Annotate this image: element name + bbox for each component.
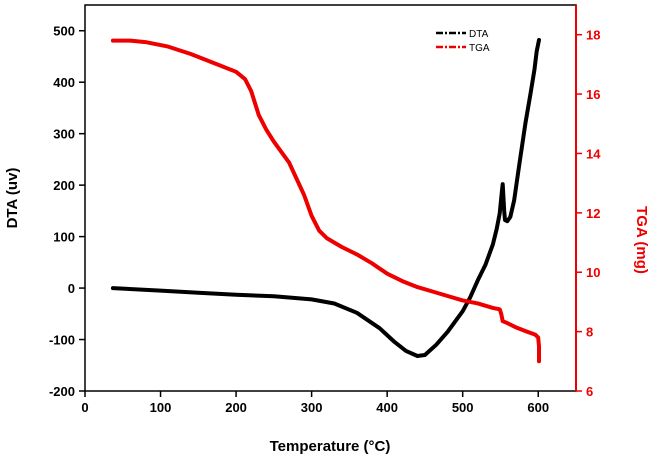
left-tick-label-200: 200	[53, 178, 75, 193]
left-tick-label-500: 500	[53, 24, 75, 39]
legend-dta-label: DTA	[469, 29, 489, 40]
left-axis-ticks: -200 -100 0 100 200 300 400 500	[49, 24, 85, 399]
series-lines	[110, 38, 541, 364]
tga-series-line	[110, 38, 541, 364]
right-tick-label-8: 8	[586, 325, 593, 340]
right-tick-label-6: 6	[586, 384, 593, 399]
left-tick-label-300: 300	[53, 127, 75, 142]
left-tick-label--200: -200	[49, 384, 75, 399]
right-tick-label-14: 14	[586, 146, 601, 161]
left-tick-label-100: 100	[53, 230, 75, 245]
right-tick-label-12: 12	[586, 206, 600, 221]
dta-series-line	[110, 38, 541, 358]
x-tick-label-200: 200	[225, 400, 247, 415]
x-axis-ticks: 0 100 200 300 400 500 600	[81, 391, 549, 415]
left-tick-label-0: 0	[68, 281, 75, 296]
x-axis-label: Temperature (°C)	[270, 438, 391, 455]
right-tick-label-16: 16	[586, 87, 600, 102]
left-axis-label: DTA (uv)	[4, 168, 21, 229]
x-tick-label-600: 600	[527, 400, 549, 415]
left-tick-label-400: 400	[53, 75, 75, 90]
legend: DTA TGA	[436, 29, 490, 54]
right-axis-ticks: 6 8 10 12 14 16 18	[576, 28, 601, 399]
right-tick-label-18: 18	[586, 28, 600, 43]
right-tick-label-10: 10	[586, 265, 600, 280]
right-axis-label: TGA (mg)	[633, 206, 650, 274]
legend-tga-label: TGA	[469, 43, 490, 54]
x-tick-label-0: 0	[81, 400, 88, 415]
x-tick-label-300: 300	[301, 400, 323, 415]
x-tick-label-400: 400	[376, 400, 398, 415]
x-tick-label-100: 100	[150, 400, 172, 415]
x-tick-label-500: 500	[452, 400, 474, 415]
left-tick-label--100: -100	[49, 333, 75, 348]
